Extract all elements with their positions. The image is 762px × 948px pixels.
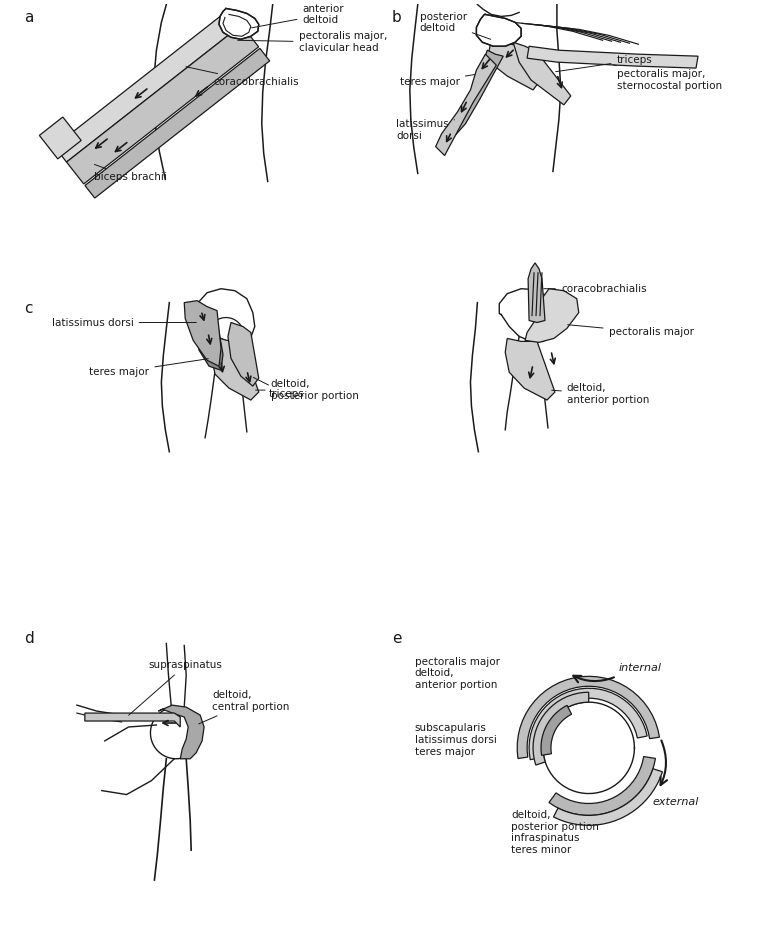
Text: posterior
deltoid: posterior deltoid — [420, 11, 491, 39]
Text: internal: internal — [619, 664, 661, 673]
Text: pectoralis major,
clavicular head: pectoralis major, clavicular head — [238, 31, 387, 53]
Polygon shape — [529, 688, 647, 759]
Text: teres major: teres major — [89, 358, 208, 377]
Polygon shape — [549, 757, 655, 815]
Polygon shape — [66, 25, 258, 184]
Polygon shape — [476, 14, 521, 46]
Text: d: d — [24, 630, 34, 646]
Polygon shape — [488, 40, 539, 90]
Polygon shape — [184, 301, 221, 366]
Polygon shape — [525, 289, 579, 342]
Polygon shape — [85, 713, 181, 727]
Polygon shape — [533, 692, 589, 765]
Text: c: c — [24, 301, 33, 316]
Text: deltoid,
central portion: deltoid, central portion — [199, 690, 290, 724]
Text: coracobrachialis: coracobrachialis — [544, 283, 646, 294]
Text: deltoid,
posterior portion: deltoid, posterior portion — [255, 379, 359, 401]
Polygon shape — [553, 769, 662, 826]
Polygon shape — [436, 54, 496, 155]
Text: triceps: triceps — [253, 377, 305, 399]
Text: coracobrachialis: coracobrachialis — [186, 66, 299, 87]
Text: pectoralis major,
sternocostal portion: pectoralis major, sternocostal portion — [613, 64, 722, 91]
Text: teres major: teres major — [400, 75, 475, 87]
Polygon shape — [85, 48, 270, 198]
Text: latissimus dorsi: latissimus dorsi — [52, 318, 197, 327]
Polygon shape — [505, 338, 555, 400]
Text: latissimus dorsi
teres major: latissimus dorsi teres major — [415, 735, 497, 757]
Text: external: external — [652, 796, 699, 807]
Text: triceps: triceps — [555, 55, 652, 72]
Text: pectoralis major: pectoralis major — [568, 325, 693, 337]
Text: supraspinatus: supraspinatus — [129, 661, 223, 715]
Text: subscapularis: subscapularis — [415, 723, 487, 733]
Polygon shape — [40, 117, 82, 159]
Polygon shape — [513, 43, 571, 105]
Text: latissimus
dorsi: latissimus dorsi — [396, 118, 455, 140]
Text: b: b — [392, 10, 402, 26]
Text: deltoid,
posterior portion
infraspinatus
teres minor: deltoid, posterior portion infraspinatus… — [511, 810, 599, 855]
Text: deltoid,
anterior portion: deltoid, anterior portion — [552, 383, 649, 405]
Polygon shape — [158, 705, 204, 758]
Text: pectoralis major
deltoid,
anterior portion: pectoralis major deltoid, anterior porti… — [415, 657, 500, 690]
Polygon shape — [219, 9, 259, 39]
Text: biceps brachii: biceps brachii — [94, 164, 167, 182]
Text: anterior
deltoid: anterior deltoid — [251, 4, 344, 27]
Polygon shape — [54, 9, 242, 162]
Polygon shape — [442, 50, 503, 141]
Text: e: e — [392, 630, 402, 646]
Polygon shape — [517, 676, 659, 758]
Polygon shape — [211, 337, 259, 400]
Polygon shape — [527, 46, 698, 68]
Polygon shape — [228, 322, 259, 386]
Polygon shape — [195, 311, 223, 371]
Polygon shape — [528, 263, 545, 322]
Polygon shape — [541, 705, 572, 756]
Text: a: a — [24, 10, 34, 26]
